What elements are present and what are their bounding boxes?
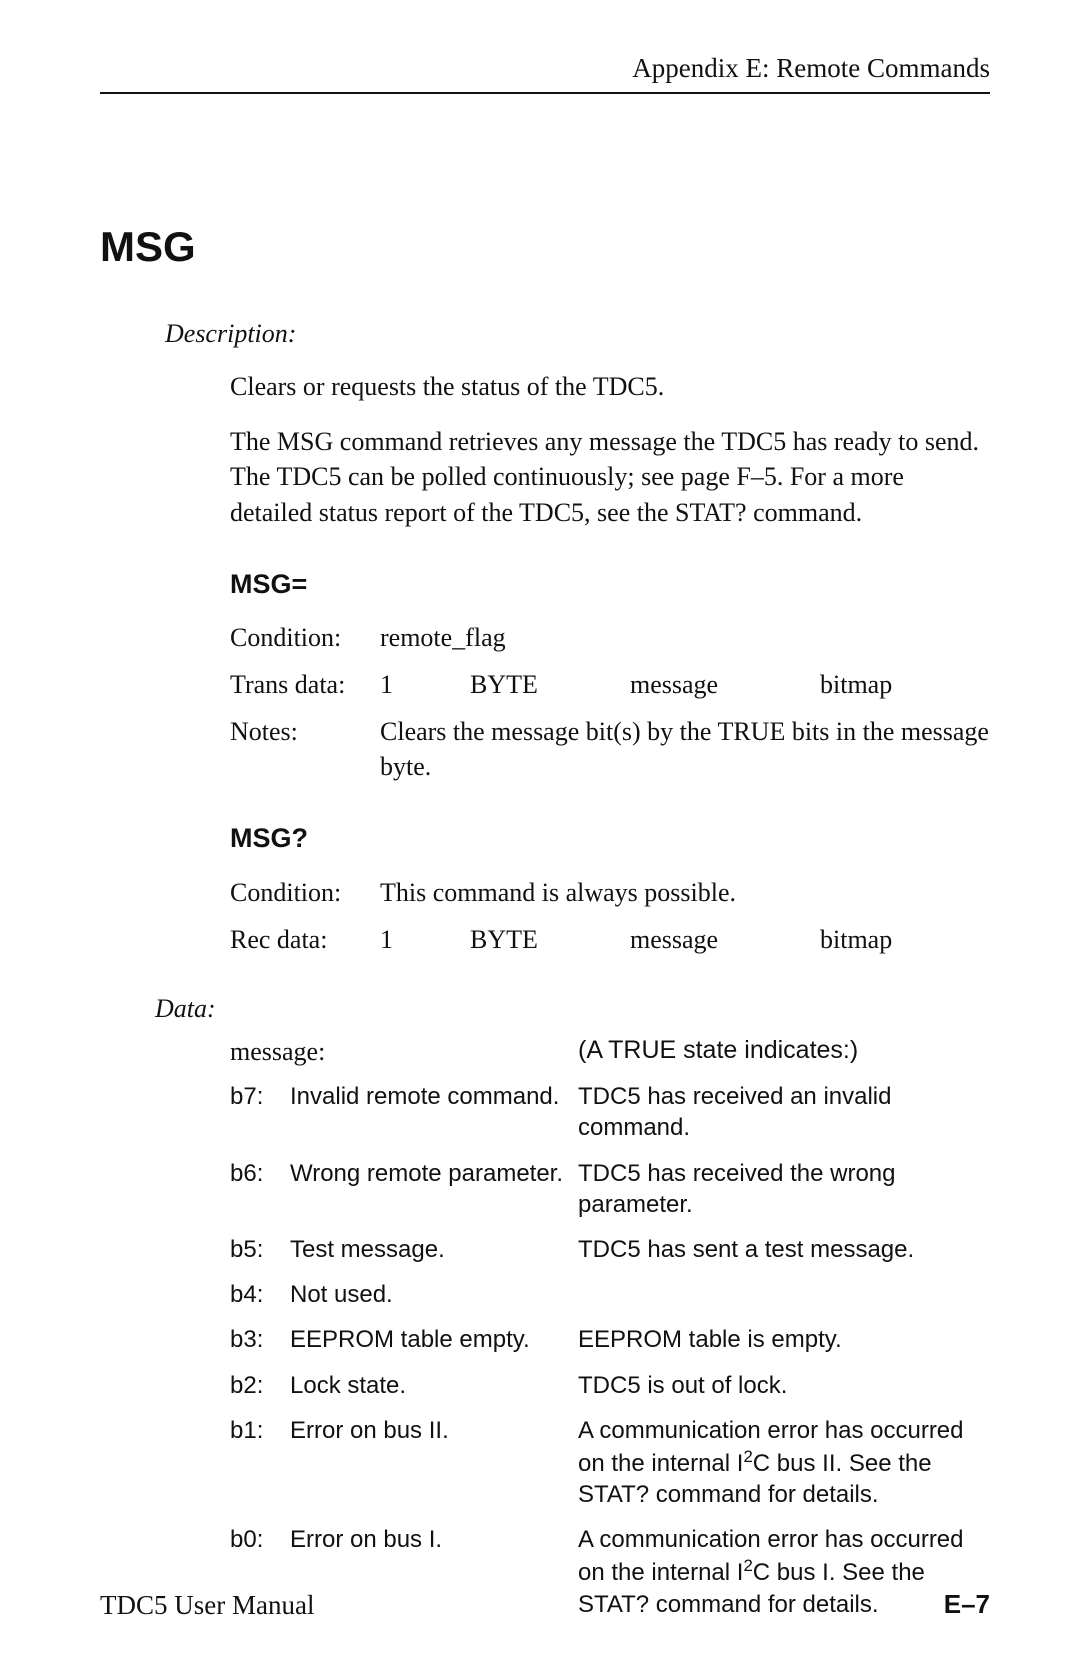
bit-desc: TDC5 has received the wrong parameter. [578,1158,990,1220]
bit-desc: TDC5 has received an invalid command. [578,1081,990,1143]
page-footer: TDC5 User Manual E–7 [100,1587,990,1623]
transdata-label: Trans data: [230,667,380,702]
bit-desc [578,1279,990,1310]
trans-col-2: BYTE [470,667,580,702]
bit-id: b3: [230,1324,290,1355]
recdata-label: Rec data: [230,922,380,957]
bit-row-b3: b3: EEPROM table empty. EEPROM table is … [230,1324,990,1355]
description-p2: The MSG command retrieves any message th… [230,424,990,529]
running-header: Appendix E: Remote Commands [100,50,990,94]
bit-name: Lock state. [290,1370,578,1401]
footer-manual-name: TDC5 User Manual [100,1587,314,1623]
msg-q-recdata-row: Rec data: 1 BYTE message bitmap [230,922,990,957]
rec-col-4: bitmap [820,922,892,957]
bit-id: b7: [230,1081,290,1143]
description-body: Clears or requests the status of the TDC… [230,369,990,529]
rec-col-3: message [630,922,770,957]
msg-eq-condition-row: Condition: remote_flag [230,620,990,655]
bit-desc: A communication error has occurred on th… [578,1415,990,1511]
bit-row-b1: b1: Error on bus II. A communication err… [230,1415,990,1511]
msg-eq-heading: MSG= [230,566,990,602]
command-title: MSG [100,219,990,276]
bit-id: b1: [230,1415,290,1511]
bit-row-b7: b7: Invalid remote command. TDC5 has rec… [230,1081,990,1143]
page: Appendix E: Remote Commands MSG Descript… [0,0,1080,1669]
bit-row-b6: b6: Wrong remote parameter. TDC5 has rec… [230,1158,990,1220]
bit-name: Wrong remote parameter. [290,1158,578,1220]
msg-q-condition-row: Condition: This command is always possib… [230,875,990,910]
notes-label: Notes: [230,714,380,784]
trans-col-3: message [630,667,770,702]
bit-row-b5: b5: Test message. TDC5 has sent a test m… [230,1234,990,1265]
footer-page-number: E–7 [944,1587,990,1623]
bit-name: Test message. [290,1234,578,1265]
bit-name: Error on bus II. [290,1415,578,1511]
msg-q-heading: MSG? [230,820,990,856]
bit-id: b2: [230,1370,290,1401]
message-left: message: [230,1034,360,1069]
bit-id: b4: [230,1279,290,1310]
notes-value: Clears the message bit(s) by the TRUE bi… [380,714,990,784]
bit-name: Invalid remote command. [290,1081,578,1143]
trans-col-4: bitmap [820,667,892,702]
transdata-value: 1 BYTE message bitmap [380,667,990,702]
rec-col-1: 1 [380,922,420,957]
condition-value: This command is always possible. [380,875,990,910]
bit-desc: TDC5 is out of lock. [578,1370,990,1401]
condition-value: remote_flag [380,620,990,655]
rec-col-2: BYTE [470,922,580,957]
condition-label: Condition: [230,875,380,910]
bit-desc: TDC5 has sent a test message. [578,1234,990,1265]
message-header-row: message: (A TRUE state indicates:) [230,1034,990,1069]
trans-col-1: 1 [380,667,420,702]
bit-row-b2: b2: Lock state. TDC5 is out of lock. [230,1370,990,1401]
msg-eq-transdata-row: Trans data: 1 BYTE message bitmap [230,667,990,702]
bit-name: Not used. [290,1279,578,1310]
bit-row-b4: b4: Not used. [230,1279,990,1310]
description-label: Description: [165,316,990,351]
bit-name: EEPROM table empty. [290,1324,578,1355]
data-label: Data: [155,991,990,1026]
bit-id: b6: [230,1158,290,1220]
description-p1: Clears or requests the status of the TDC… [230,369,990,404]
msg-eq-notes-row: Notes: Clears the message bit(s) by the … [230,714,990,784]
bit-desc: EEPROM table is empty. [578,1324,990,1355]
message-right: (A TRUE state indicates:) [578,1034,990,1069]
recdata-value: 1 BYTE message bitmap [380,922,990,957]
condition-label: Condition: [230,620,380,655]
bit-id: b5: [230,1234,290,1265]
